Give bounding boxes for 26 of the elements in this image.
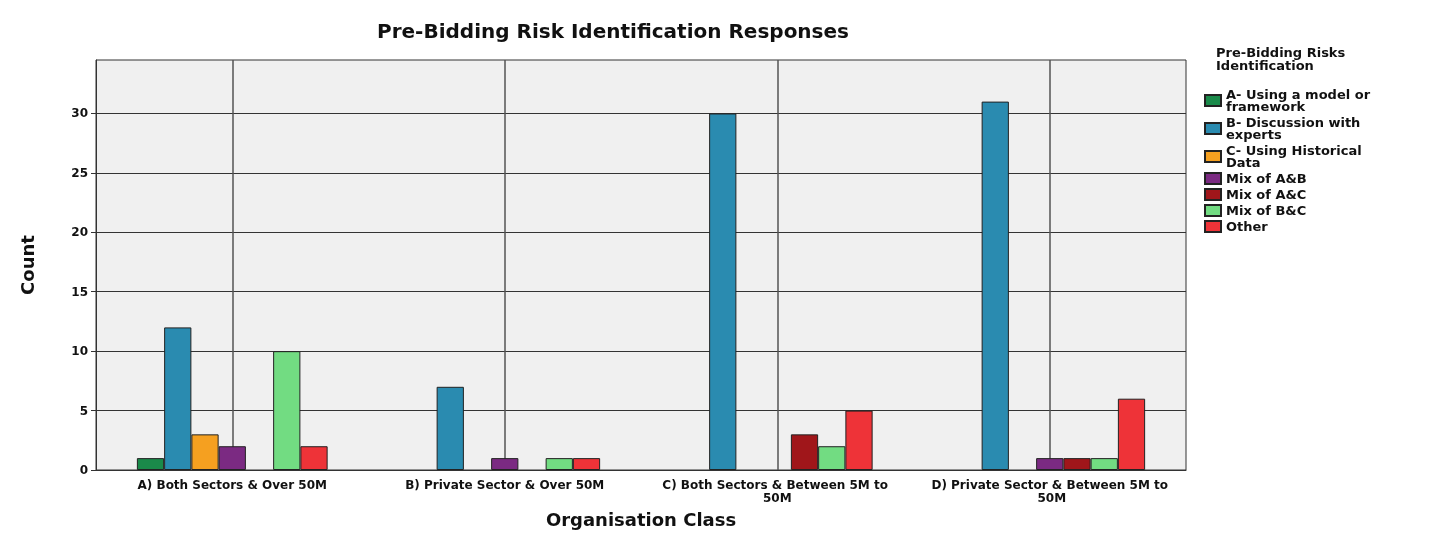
legend-label: Other <box>1226 219 1269 234</box>
bar <box>436 386 464 470</box>
y-axis-title: Count <box>16 234 38 295</box>
x-axis-title: Organisation Class <box>545 508 737 530</box>
legend-label: C- Using Historical Data <box>1226 143 1367 170</box>
y-tick-label: 20 <box>71 225 88 240</box>
legend-label: Mix of A&B <box>1226 171 1307 186</box>
bar <box>491 458 519 470</box>
y-tick-label: 10 <box>71 344 88 359</box>
legend-label: B- Discussion with experts <box>1226 115 1365 142</box>
y-tick-label: 15 <box>71 284 88 299</box>
chart-title: Pre-Bidding Risk Identification Responses <box>377 19 849 43</box>
y-tick-label: 30 <box>71 106 88 121</box>
x-tick-label: B) Private Sector & Over 50M <box>405 477 605 492</box>
y-tick-label: 0 <box>79 463 88 477</box>
legend-label: Mix of B&C <box>1226 203 1307 218</box>
y-tick-label: 25 <box>71 165 88 180</box>
y-tick-label: 5 <box>79 403 88 418</box>
legend-title: Pre-Bidding Risks Identification <box>1216 45 1350 73</box>
x-tick-label: A) Both Sectors & Over 50M <box>137 477 327 492</box>
legend-label: Mix of A&C <box>1226 187 1307 202</box>
legend-label: A- Using a model or framework <box>1226 87 1375 114</box>
bar <box>709 113 737 470</box>
bar <box>981 101 1009 470</box>
x-tick-label: D) Private Sector & Between 5M to 50M <box>931 477 1169 505</box>
x-tick-label: C) Both Sectors & Between 5M to 50M <box>662 477 893 505</box>
